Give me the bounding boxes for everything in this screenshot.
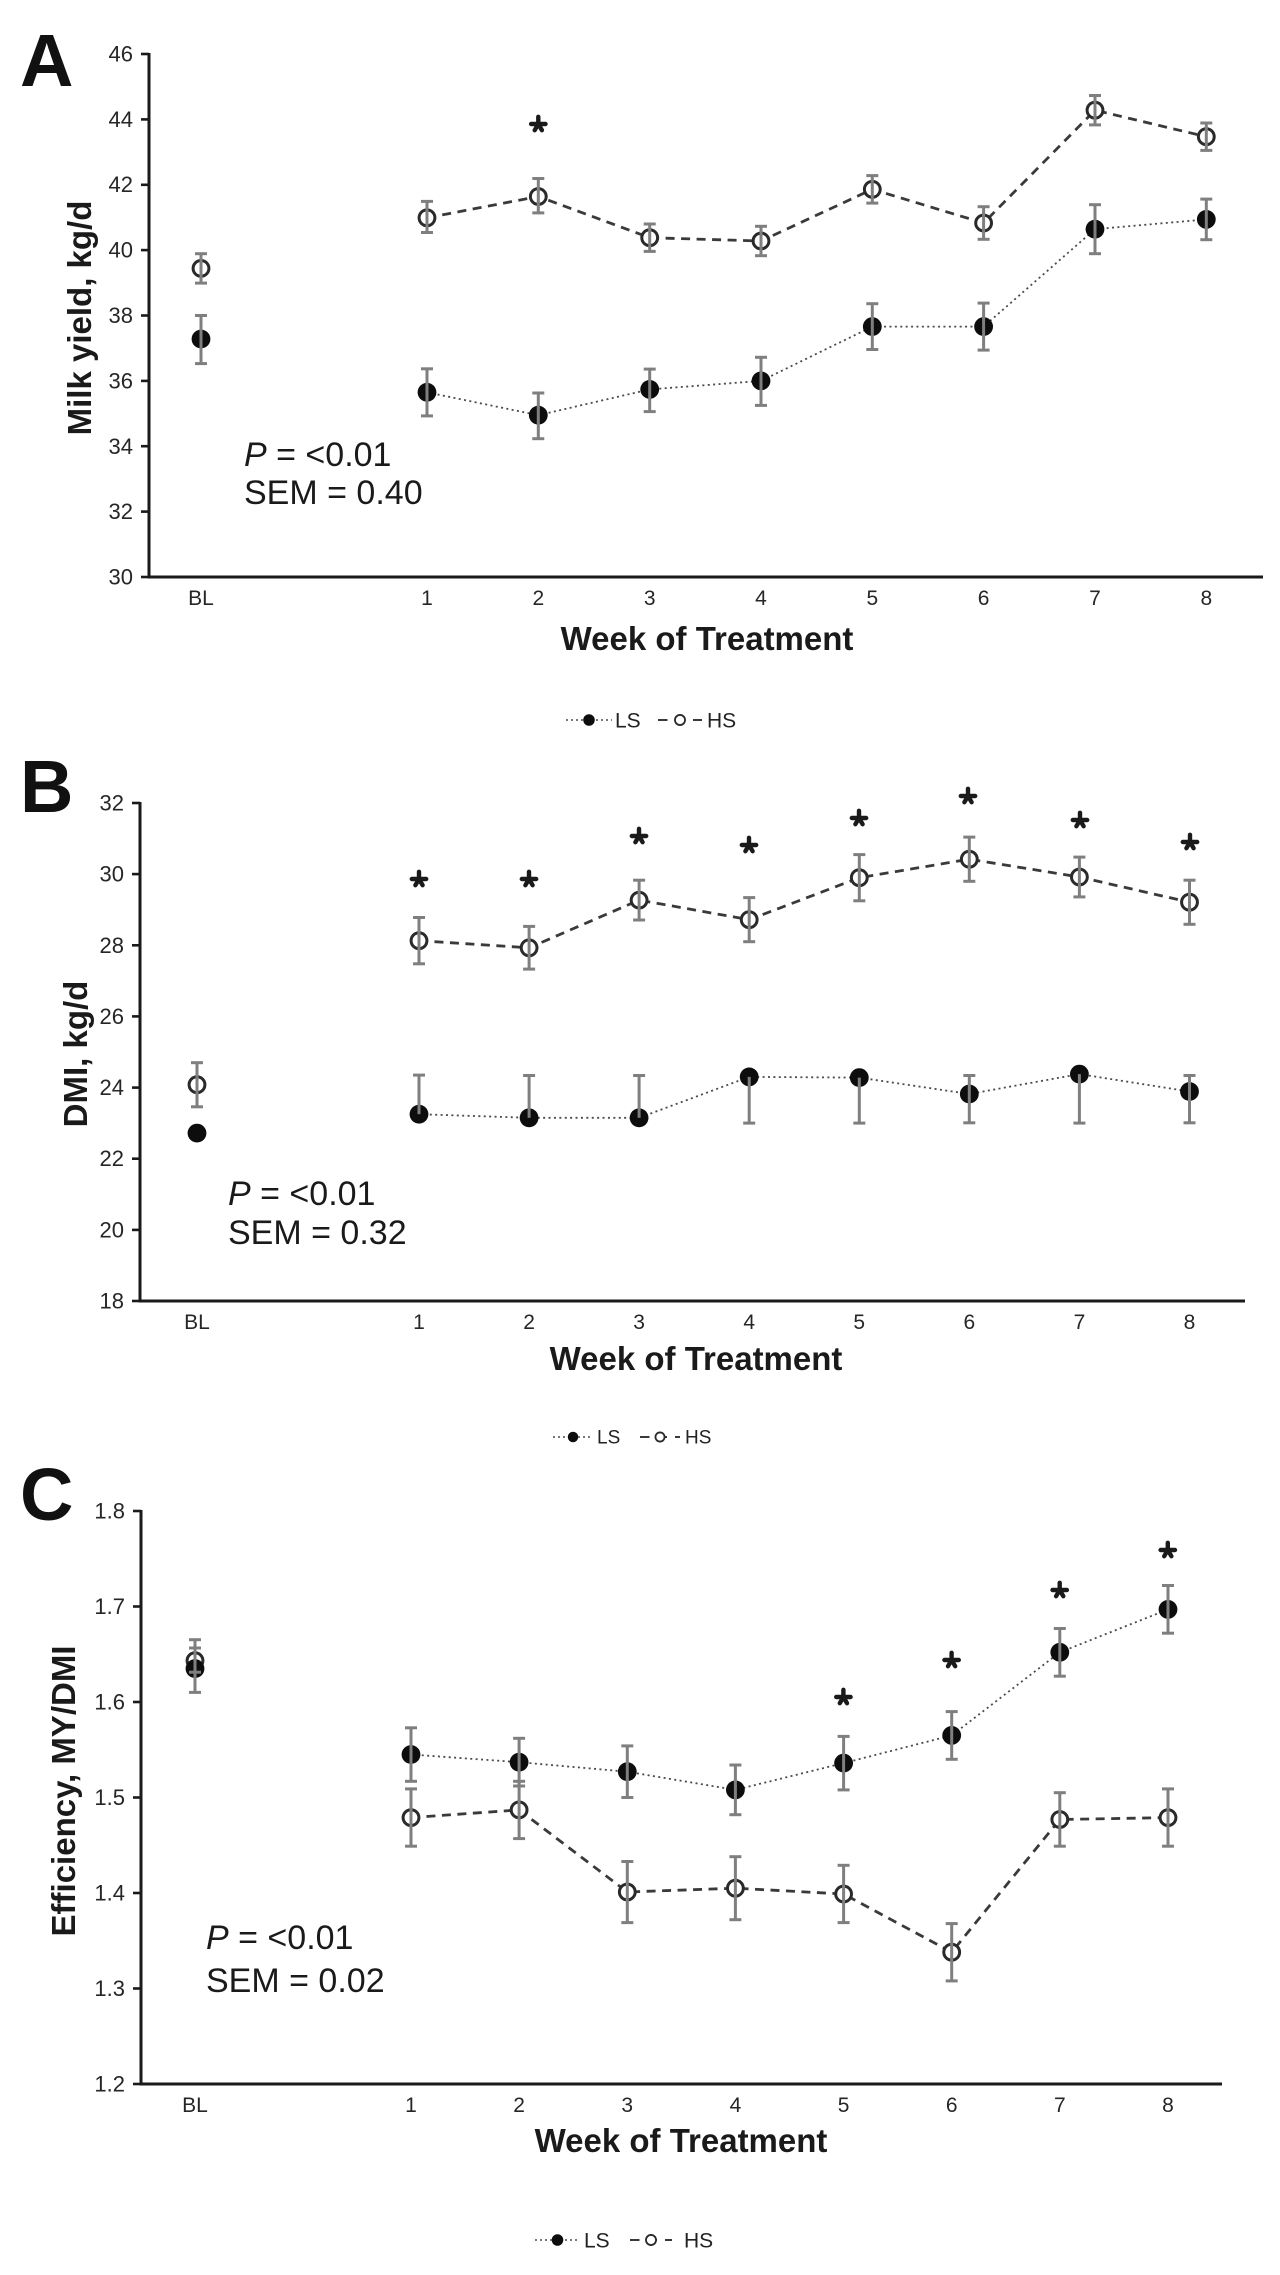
svg-text:36: 36 <box>109 368 133 393</box>
svg-text:3: 3 <box>621 2094 633 2117</box>
svg-text:40: 40 <box>109 238 133 263</box>
svg-text:Week of Treatment: Week of Treatment <box>550 1340 843 1377</box>
svg-text:5: 5 <box>866 587 878 610</box>
svg-text:46: 46 <box>109 42 133 67</box>
svg-text:20: 20 <box>100 1217 124 1242</box>
svg-text:5: 5 <box>838 2094 850 2117</box>
svg-text:2: 2 <box>532 587 544 610</box>
svg-text:Week of Treatment: Week of Treatment <box>561 620 854 657</box>
svg-text:30: 30 <box>100 862 124 887</box>
svg-text:1.3: 1.3 <box>94 1976 125 2001</box>
svg-text:BL: BL <box>188 587 214 610</box>
svg-text:1.8: 1.8 <box>94 1499 125 1524</box>
svg-text:5: 5 <box>853 1311 865 1334</box>
svg-text:SEM = 0.32: SEM = 0.32 <box>228 1214 407 1252</box>
svg-text:1.5: 1.5 <box>94 1785 125 1810</box>
svg-text:1.6: 1.6 <box>94 1690 125 1715</box>
svg-text:LS: LS <box>615 709 641 732</box>
svg-text:SEM = 0.02: SEM = 0.02 <box>206 1962 385 2000</box>
svg-text:3: 3 <box>633 1311 645 1334</box>
svg-text:32: 32 <box>109 499 133 524</box>
svg-text:7: 7 <box>1089 587 1101 610</box>
svg-text:HS: HS <box>685 1428 711 1449</box>
svg-text:C: C <box>20 1453 73 1536</box>
svg-text:4: 4 <box>755 587 767 610</box>
svg-text:32: 32 <box>100 791 124 816</box>
svg-text:1: 1 <box>421 587 433 610</box>
svg-text:1.7: 1.7 <box>94 1594 125 1619</box>
svg-text:44: 44 <box>109 107 133 132</box>
svg-text:22: 22 <box>100 1146 124 1171</box>
svg-text:Milk yield, kg/d: Milk yield, kg/d <box>61 201 98 436</box>
svg-text:1.4: 1.4 <box>94 1881 125 1906</box>
svg-text:DMI, kg/d: DMI, kg/d <box>57 981 94 1128</box>
svg-text:26: 26 <box>100 1004 124 1029</box>
svg-text:8: 8 <box>1162 2094 1174 2117</box>
svg-text:HS: HS <box>684 2229 713 2252</box>
svg-text:28: 28 <box>100 933 124 958</box>
svg-text:4: 4 <box>730 2094 742 2117</box>
svg-text:34: 34 <box>109 434 133 459</box>
svg-text:6: 6 <box>964 1311 976 1334</box>
svg-text:3: 3 <box>644 587 656 610</box>
svg-text:BL: BL <box>182 2094 208 2117</box>
svg-text:P = <0.01: P = <0.01 <box>206 1919 353 1957</box>
svg-text:1: 1 <box>413 1311 425 1334</box>
svg-text:SEM = 0.40: SEM = 0.40 <box>244 474 423 512</box>
svg-text:8: 8 <box>1200 587 1212 610</box>
svg-text:38: 38 <box>109 303 133 328</box>
svg-text:A: A <box>20 19 73 102</box>
svg-text:1.2: 1.2 <box>94 2072 125 2097</box>
svg-text:1: 1 <box>405 2094 417 2117</box>
svg-text:Week of Treatment: Week of Treatment <box>535 2122 828 2159</box>
svg-text:18: 18 <box>100 1289 124 1314</box>
svg-text:24: 24 <box>100 1075 124 1100</box>
svg-text:7: 7 <box>1074 1311 1086 1334</box>
svg-text:42: 42 <box>109 172 133 197</box>
svg-text:Efficiency, MY/DMI: Efficiency, MY/DMI <box>45 1646 82 1937</box>
svg-text:B: B <box>20 745 73 828</box>
svg-text:8: 8 <box>1184 1311 1196 1334</box>
svg-text:7: 7 <box>1054 2094 1066 2117</box>
svg-text:P = <0.01: P = <0.01 <box>244 436 391 474</box>
svg-text:2: 2 <box>523 1311 535 1334</box>
svg-text:HS: HS <box>707 709 736 732</box>
svg-text:BL: BL <box>184 1311 210 1334</box>
svg-text:6: 6 <box>946 2094 958 2117</box>
svg-text:P = <0.01: P = <0.01 <box>228 1175 375 1213</box>
svg-text:LS: LS <box>597 1428 620 1449</box>
svg-text:30: 30 <box>109 565 133 590</box>
svg-text:2: 2 <box>513 2094 525 2117</box>
svg-text:LS: LS <box>584 2229 610 2252</box>
svg-text:6: 6 <box>978 587 990 610</box>
svg-text:4: 4 <box>743 1311 755 1334</box>
